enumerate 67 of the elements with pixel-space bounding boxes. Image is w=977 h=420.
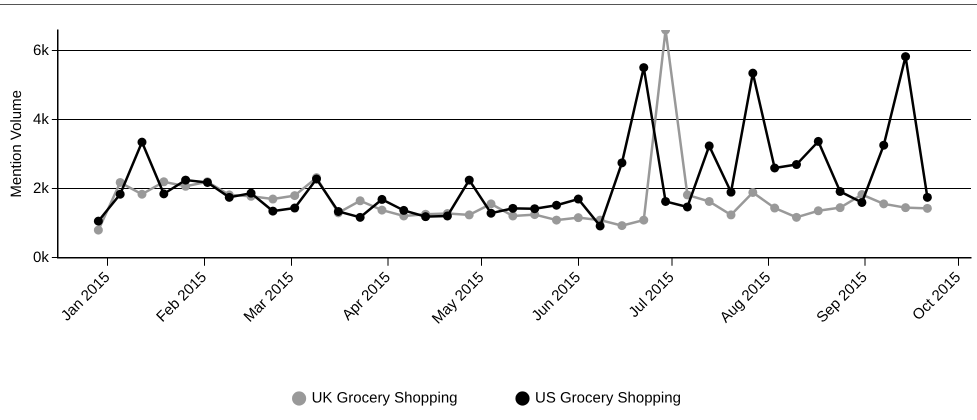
point: [639, 63, 648, 72]
point: [224, 192, 234, 202]
y-tick-label: 6k: [33, 42, 50, 59]
point: [682, 202, 692, 212]
point: [748, 68, 758, 78]
point: [464, 176, 474, 185]
point: [879, 140, 888, 150]
legend-label: US Grocery Shopping: [535, 390, 681, 407]
point: [922, 192, 932, 202]
point: [377, 194, 386, 204]
point: [421, 212, 430, 222]
point: [137, 138, 146, 147]
point: [661, 196, 670, 206]
y-tick-label: 0k: [33, 248, 50, 266]
point: [356, 212, 365, 222]
point: [836, 203, 845, 212]
point: [399, 206, 408, 215]
point: [704, 141, 714, 150]
point: [159, 177, 168, 186]
point: [290, 191, 300, 200]
point: [770, 163, 780, 172]
point: [836, 186, 845, 196]
point: [792, 212, 801, 222]
point: [617, 221, 626, 230]
point: [879, 199, 888, 208]
point: [508, 204, 518, 213]
point: [814, 136, 823, 146]
point: [356, 196, 365, 206]
y-tick-label: 2k: [33, 180, 50, 197]
point: [552, 216, 561, 225]
point: [268, 194, 278, 204]
point: [726, 188, 736, 197]
point: [770, 204, 780, 213]
point: [857, 198, 866, 207]
point: [508, 211, 518, 220]
point: [464, 210, 474, 220]
point: [116, 190, 125, 199]
point: [617, 158, 626, 168]
point: [792, 160, 801, 170]
point: [94, 226, 103, 235]
point: [901, 203, 910, 212]
point: [116, 178, 125, 187]
y-tick-label: 4k: [33, 110, 50, 128]
point: [486, 199, 496, 208]
point: [922, 204, 932, 213]
point: [814, 206, 823, 216]
point: [639, 216, 648, 225]
point: [901, 52, 910, 62]
point: [181, 176, 190, 185]
point: [596, 221, 605, 230]
point: [726, 210, 736, 220]
legend-label: UK Grocery Shopping: [312, 390, 458, 407]
y-axis-title: Mention Volume: [8, 90, 26, 198]
point: [704, 196, 714, 206]
point: [377, 206, 386, 215]
point: [530, 204, 540, 214]
point: [574, 194, 583, 204]
point: [574, 213, 583, 222]
point: [159, 189, 168, 198]
point: [486, 208, 496, 218]
point: [94, 216, 103, 226]
point: [552, 200, 561, 210]
point: [246, 188, 256, 198]
point: [268, 206, 278, 216]
point: [137, 190, 146, 199]
point: [748, 188, 758, 197]
point: [290, 204, 300, 213]
